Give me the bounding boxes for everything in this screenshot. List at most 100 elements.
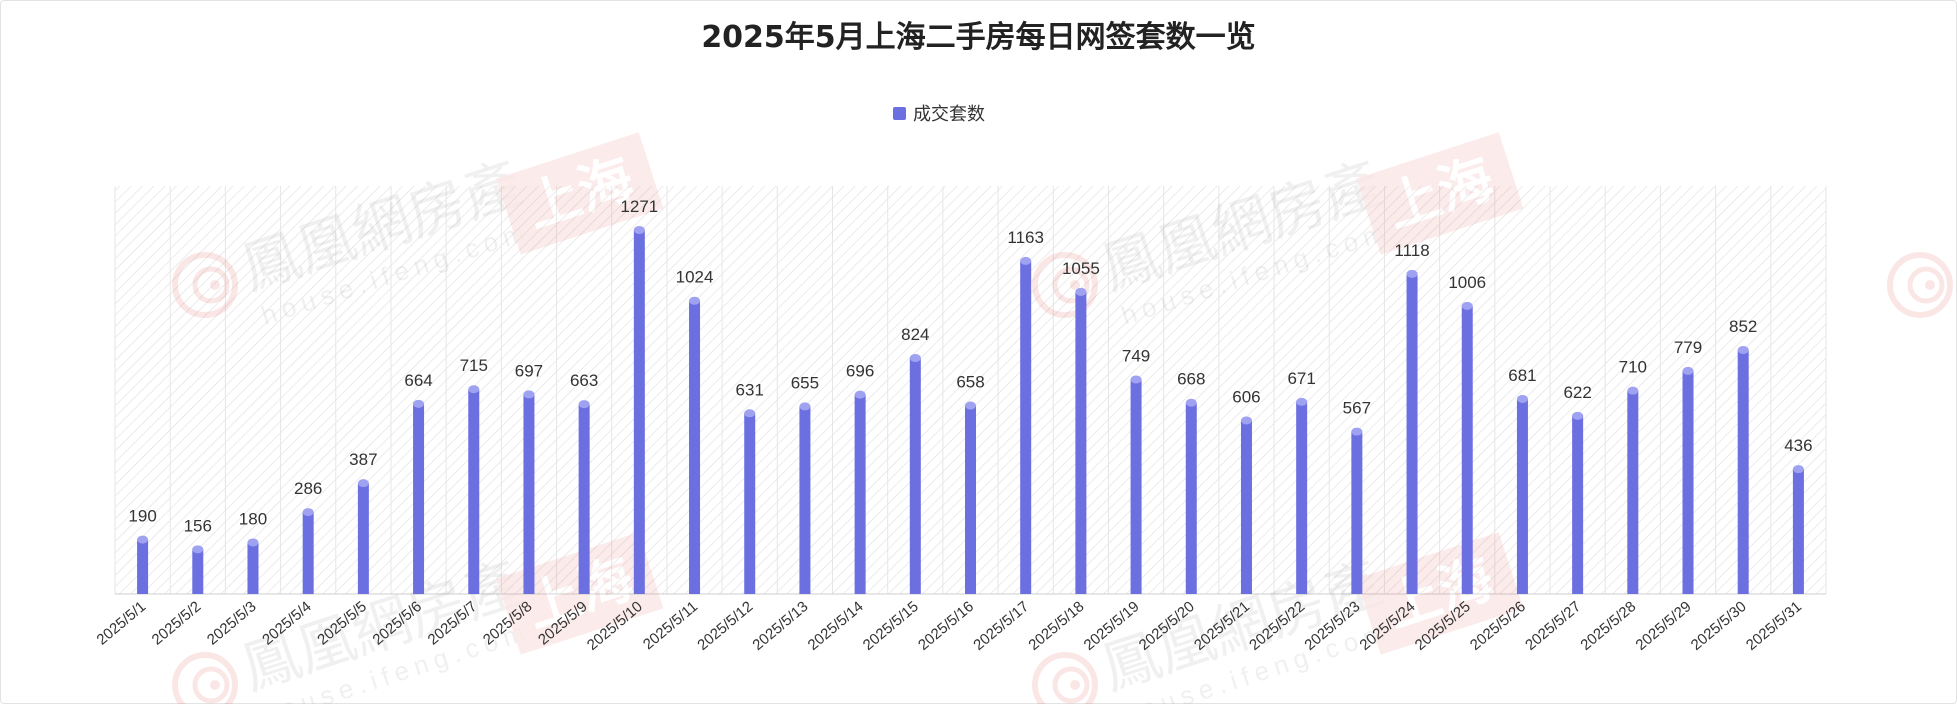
bar-cap xyxy=(578,400,590,409)
x-tick-label: 2025/5/13 xyxy=(749,598,811,654)
chart-title: 2025年5月上海二手房每日网签套数一览 xyxy=(701,20,1256,55)
data-label: 824 xyxy=(901,325,929,344)
bar[interactable] xyxy=(854,394,866,594)
bar-cap xyxy=(909,354,921,363)
bar[interactable] xyxy=(633,230,645,594)
data-label: 852 xyxy=(1729,317,1757,336)
data-label: 779 xyxy=(1674,338,1702,357)
data-label: 286 xyxy=(294,479,322,498)
bar[interactable] xyxy=(1075,291,1087,594)
bar-cap xyxy=(523,390,535,399)
bar[interactable] xyxy=(909,358,921,594)
data-label: 671 xyxy=(1287,369,1315,388)
data-label: 697 xyxy=(515,361,543,380)
bar[interactable] xyxy=(302,512,314,594)
data-label: 631 xyxy=(736,380,764,399)
data-label: 156 xyxy=(184,516,212,535)
ifeng-logo-icon xyxy=(172,652,238,704)
data-label: 622 xyxy=(1563,383,1591,402)
bar-cap xyxy=(1130,375,1142,384)
bar-cap xyxy=(1572,411,1584,420)
bar[interactable] xyxy=(357,483,369,594)
data-label: 1055 xyxy=(1062,259,1100,278)
data-label: 658 xyxy=(956,373,984,392)
data-label: 663 xyxy=(570,371,598,390)
ifeng-logo-icon xyxy=(1032,652,1098,704)
bar-cap xyxy=(357,479,369,488)
bar[interactable] xyxy=(689,300,701,594)
bar[interactable] xyxy=(1240,420,1252,594)
bar-cap xyxy=(192,545,204,554)
data-label: 1271 xyxy=(620,197,658,216)
ifeng-logo-icon xyxy=(1887,252,1953,318)
bar-cap xyxy=(1461,301,1473,310)
data-label: 567 xyxy=(1343,399,1371,418)
bar[interactable] xyxy=(468,389,480,594)
bar-cap xyxy=(137,535,149,544)
bar[interactable] xyxy=(799,406,811,594)
bar[interactable] xyxy=(413,403,425,594)
bar[interactable] xyxy=(1682,370,1694,594)
x-tick-label: 2025/5/31 xyxy=(1743,598,1805,654)
data-label: 436 xyxy=(1784,436,1812,455)
x-tick-label: 2025/5/18 xyxy=(1025,598,1087,654)
bar-cap xyxy=(854,390,866,399)
bar[interactable] xyxy=(1461,305,1473,594)
bar[interactable] xyxy=(523,394,535,594)
bar-cap xyxy=(1351,427,1363,436)
legend-swatch xyxy=(893,106,906,120)
bar-cap xyxy=(1682,366,1694,375)
bar[interactable] xyxy=(1406,273,1418,594)
x-tick-label: 2025/5/27 xyxy=(1522,598,1584,654)
bar-cap xyxy=(1075,287,1087,296)
data-label: 1006 xyxy=(1448,273,1486,292)
bar[interactable] xyxy=(1020,260,1032,594)
bar-cap xyxy=(1185,398,1197,407)
bar-cap xyxy=(965,401,976,410)
bar[interactable] xyxy=(1627,390,1639,594)
legend-label: 成交套数 xyxy=(913,104,985,125)
data-label: 606 xyxy=(1232,387,1260,406)
bar[interactable] xyxy=(965,405,976,594)
data-label: 749 xyxy=(1122,346,1150,365)
x-tick-label: 2025/5/2 xyxy=(149,598,205,649)
bar-cap xyxy=(744,409,756,418)
x-tick-label: 2025/5/12 xyxy=(694,598,756,654)
bar[interactable] xyxy=(1572,415,1584,594)
bar[interactable] xyxy=(1185,402,1197,594)
bar-cap xyxy=(1627,386,1639,395)
bar-cap xyxy=(1240,416,1252,425)
x-tick-label: 2025/5/16 xyxy=(915,598,977,654)
x-tick-label: 2025/5/30 xyxy=(1688,598,1750,654)
bar-cap xyxy=(1516,394,1528,403)
bar[interactable] xyxy=(1516,398,1528,594)
data-label: 668 xyxy=(1177,370,1205,389)
data-label: 655 xyxy=(791,373,819,392)
bar[interactable] xyxy=(578,404,590,594)
data-label: 180 xyxy=(239,509,267,528)
x-tick-label: 2025/5/1 xyxy=(94,598,150,649)
data-label: 696 xyxy=(846,362,874,381)
bar[interactable] xyxy=(137,539,149,594)
bar-cap xyxy=(633,226,645,234)
bar[interactable] xyxy=(192,549,204,594)
bar[interactable] xyxy=(1130,379,1142,594)
data-label: 1118 xyxy=(1394,241,1429,260)
data-label: 1024 xyxy=(676,268,714,287)
bar-cap xyxy=(1792,465,1804,474)
bar[interactable] xyxy=(1737,349,1749,594)
bar[interactable] xyxy=(744,413,756,594)
legend[interactable]: 成交套数 xyxy=(893,100,985,126)
bar-cap xyxy=(413,399,425,408)
bar[interactable] xyxy=(1296,401,1308,594)
bar-cap xyxy=(689,296,701,305)
ifeng-logo-icon xyxy=(1032,252,1098,318)
data-label: 190 xyxy=(128,507,156,526)
bar[interactable] xyxy=(1351,431,1363,594)
data-label: 710 xyxy=(1619,358,1647,377)
bar-cap xyxy=(1296,397,1308,406)
bar[interactable] xyxy=(1792,469,1804,594)
bar[interactable] xyxy=(247,542,259,594)
x-tick-label: 2025/5/17 xyxy=(970,598,1032,654)
